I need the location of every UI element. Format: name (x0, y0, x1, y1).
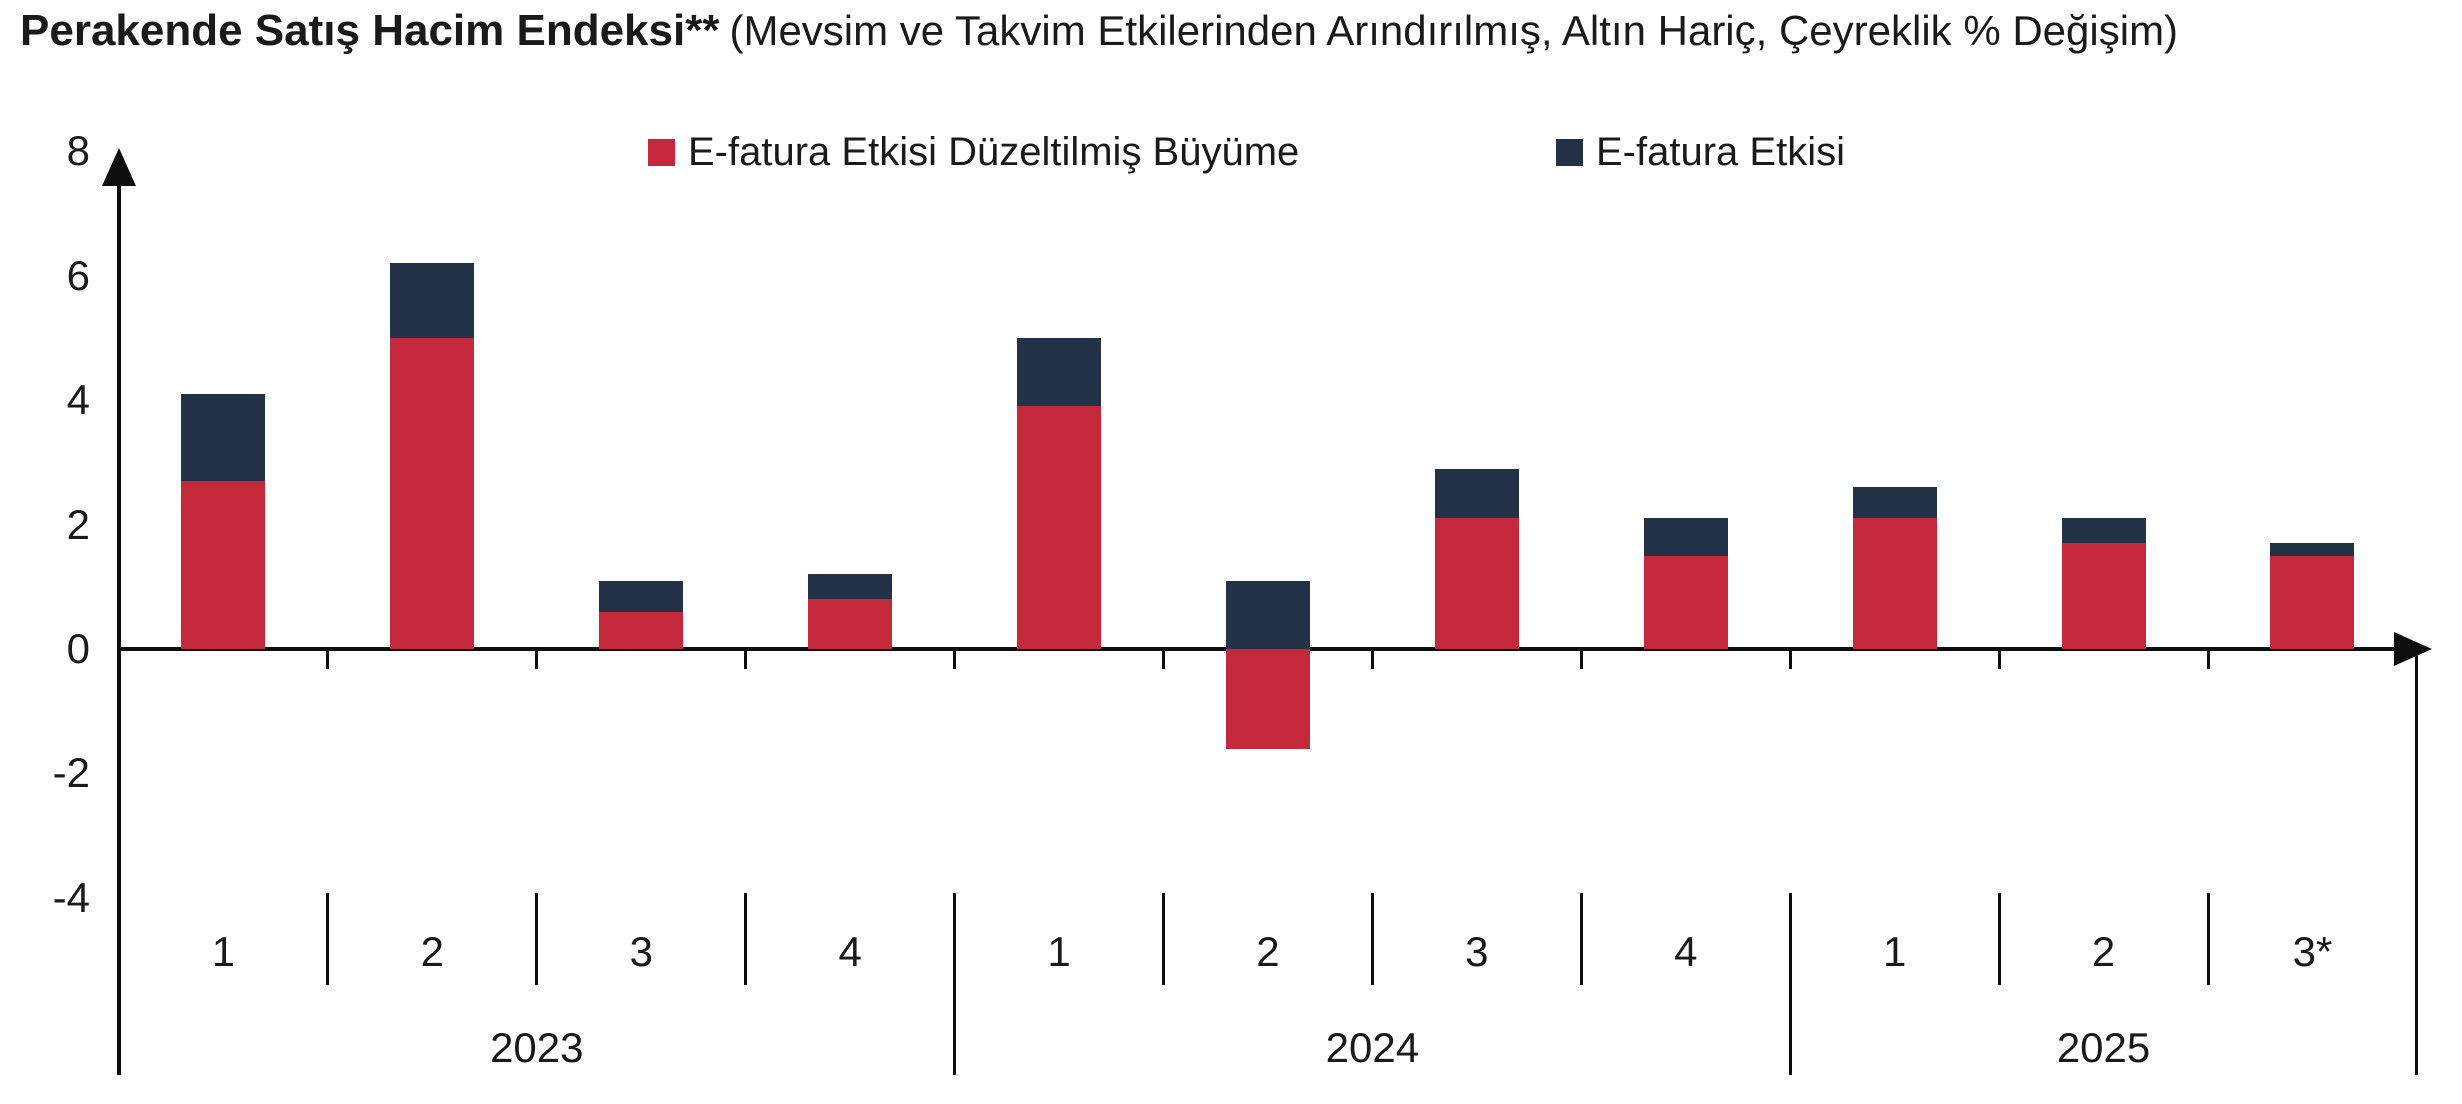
legend-swatch-navy-icon (1556, 139, 1583, 166)
quarter-separator-line (1997, 893, 2001, 985)
y-axis-tick-label: 2 (66, 500, 90, 548)
x-axis-tick (1579, 650, 1583, 669)
y-axis-arrow-icon (102, 148, 136, 186)
bar-segment-adjusted (1852, 518, 1937, 649)
bar-segment-adjusted (2061, 543, 2146, 649)
quarter-label: 4 (838, 928, 862, 975)
quarter-label: 3 (629, 928, 653, 975)
y-axis-tick-label: 8 (66, 127, 90, 175)
x-axis-tick (1788, 650, 1792, 669)
bar-segment-efatura (1225, 580, 1310, 649)
x-axis-tick (535, 650, 539, 669)
y-axis-line (117, 168, 121, 1075)
x-axis-tick (744, 650, 748, 669)
quarter-separator-line (744, 893, 748, 985)
quarter-separator-line (1370, 893, 1374, 985)
legend-label-adjusted: E-fatura Etkisi Düzeltilmiş Büyüme (688, 130, 1300, 174)
quarter-separator-line (1579, 893, 1583, 985)
quarter-separator-line (1162, 893, 1165, 985)
quarter-label: 2 (2091, 928, 2116, 975)
x-axis-tick (2206, 650, 2210, 669)
bar-segment-adjusted (181, 481, 266, 649)
year-label: 2025 (2056, 1024, 2151, 1071)
quarter-label: 3* (2292, 928, 2333, 975)
legend-swatch-red-icon (648, 139, 675, 166)
bar-segment-efatura (2270, 543, 2355, 556)
y-axis-tick-label: -4 (52, 873, 90, 921)
chart-title-main: Perakende Satış Hacim Endeksi** (20, 6, 720, 55)
bar-segment-efatura (181, 393, 266, 482)
x-axis-tick (1997, 650, 2001, 669)
legend-item-adjusted: E-fatura Etkisi Düzeltilmiş Büyüme (648, 130, 1299, 175)
quarter-label: 1 (211, 928, 236, 975)
quarter-label: 4 (1674, 928, 1698, 975)
bar-segment-adjusted (390, 338, 475, 649)
x-axis-tick (326, 650, 330, 669)
quarter-label: 2 (1256, 928, 1280, 975)
bar-segment-adjusted (1225, 649, 1310, 749)
bar-segment-adjusted (1643, 555, 1728, 649)
chart-title-sub: (Mevsim ve Takvim Etkilerinden Arındırıl… (729, 7, 2179, 54)
bar-segment-efatura (1434, 468, 1519, 519)
year-separator-line (1788, 893, 1792, 1075)
x-axis-tick (1370, 650, 1374, 669)
bar-segment-efatura (1852, 487, 1937, 519)
bar-segment-efatura (1017, 338, 1102, 407)
quarter-label: 1 (1047, 928, 1071, 975)
bar-segment-adjusted (599, 611, 684, 649)
bar-segment-efatura (2061, 518, 2146, 544)
year-label: 2024 (1325, 1024, 1420, 1071)
chart-title: Perakende Satış Hacim Endeksi** (Mevsim v… (20, 6, 2178, 56)
y-axis-tick-label: 6 (66, 251, 90, 299)
legend-item-efatura: E-fatura Etkisi (1556, 130, 1845, 175)
quarter-separator-line (535, 893, 539, 985)
year-label: 2023 (490, 1024, 584, 1071)
bar-segment-adjusted (1017, 406, 1102, 649)
quarter-label: 3 (1465, 928, 1489, 975)
y-axis-tick-label: 0 (66, 625, 90, 672)
x-axis-arrow-icon (2394, 632, 2432, 666)
bar-segment-efatura (808, 574, 893, 600)
bar-segment-efatura (599, 580, 684, 612)
y-axis-tick-label: 4 (66, 376, 90, 424)
year-separator-line (953, 893, 957, 1075)
right-boundary-line (2415, 650, 2419, 1075)
bar-segment-adjusted (2270, 555, 2355, 649)
quarter-label: 1 (1882, 928, 1907, 975)
quarter-label: 2 (420, 928, 445, 975)
quarter-separator-line (326, 893, 330, 985)
x-axis-tick (1162, 650, 1165, 669)
x-axis-tick (953, 650, 957, 669)
bar-segment-efatura (1643, 518, 1728, 556)
bar-segment-adjusted (1434, 518, 1519, 649)
quarter-separator-line (2206, 893, 2210, 985)
bar-segment-adjusted (808, 599, 893, 649)
bar-segment-efatura (390, 263, 475, 338)
y-axis-tick-label: -2 (52, 749, 90, 797)
legend-label-efatura: E-fatura Etkisi (1596, 130, 1845, 174)
